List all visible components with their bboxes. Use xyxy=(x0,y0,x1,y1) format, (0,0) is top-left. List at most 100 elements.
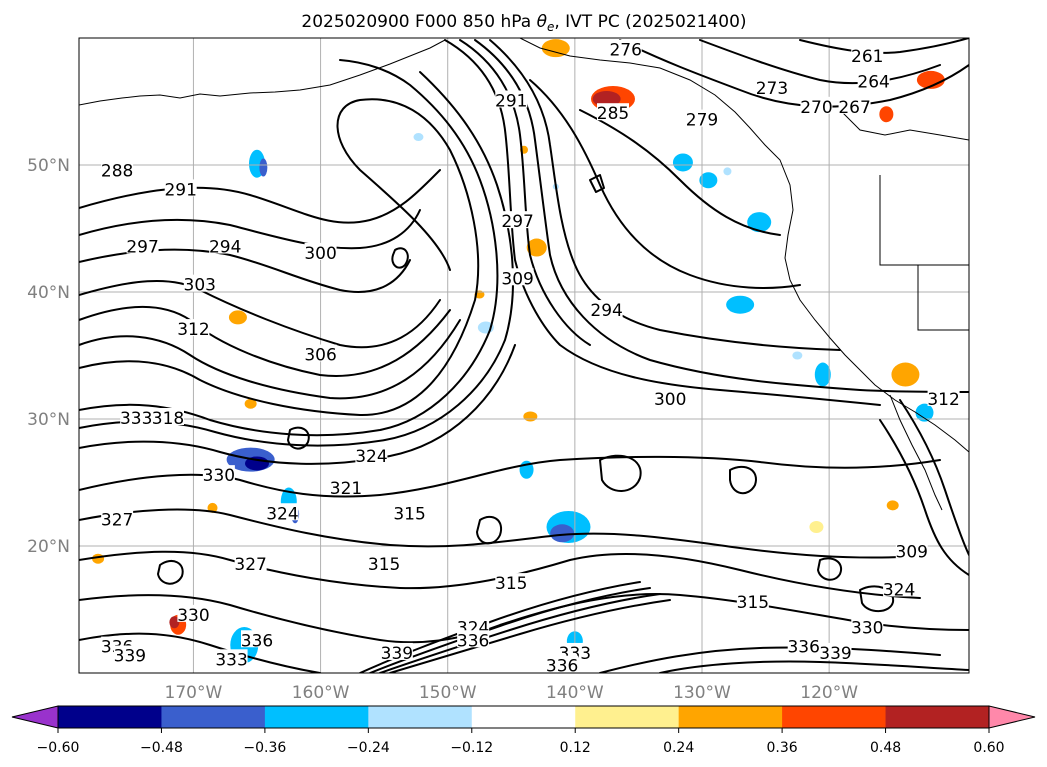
contour-label: 339 xyxy=(819,644,851,664)
contour-label-bg xyxy=(800,96,833,114)
colorbar-segment xyxy=(161,706,266,728)
ivt-anomaly-patch xyxy=(541,39,570,58)
colorbar-segment xyxy=(471,706,576,728)
contour-label: 300 xyxy=(304,244,336,264)
contour-label: 309 xyxy=(501,269,533,289)
contour-label-bg xyxy=(597,103,629,121)
contour-label: 285 xyxy=(597,104,629,124)
axis-tick-labels: 170°W 160°W 150°W 140°W 130°W 120°W 20°N 30°N 40… xyxy=(27,156,858,703)
contour-label-bg xyxy=(755,77,788,95)
contour-label-bg xyxy=(215,649,248,667)
contour-label-bg xyxy=(609,39,642,57)
contour-label: 297 xyxy=(126,238,158,258)
contour-label: 300 xyxy=(654,390,686,410)
contour-label-bg xyxy=(686,109,718,127)
contour-label: 294 xyxy=(209,238,241,258)
ivt-anomaly-patch xyxy=(550,524,575,543)
contour-label: 312 xyxy=(927,390,959,410)
ivt-anomaly-patch xyxy=(672,153,693,172)
ivt-anomaly-patch xyxy=(886,500,899,511)
contour-label: 336 xyxy=(787,638,819,658)
colorbar-tick-label: −0.24 xyxy=(347,740,390,756)
ivt-anomaly-patch xyxy=(809,520,824,533)
contour-label: 324 xyxy=(883,580,915,600)
contour-label-bg xyxy=(495,573,528,591)
contour-label-bg xyxy=(851,46,884,64)
y-tick-label: 50°N xyxy=(27,156,70,176)
chart-title: 2025020900 F000 850 hPa θe, IVT PC (2025… xyxy=(301,12,746,34)
contour-label: 315 xyxy=(393,504,425,524)
colorbar-extend-high xyxy=(988,705,1036,729)
contour-label-bg xyxy=(368,554,401,572)
contour-label: 288 xyxy=(101,161,133,181)
contour-label-bg xyxy=(152,408,184,425)
contour-label-bg xyxy=(654,388,687,406)
contour-label-bg xyxy=(183,274,216,292)
contour-label-bg xyxy=(266,503,299,521)
contour-label-bg xyxy=(101,160,134,178)
contour-label: 264 xyxy=(857,72,889,92)
contour-label: 333 xyxy=(215,650,247,670)
contour-label: 339 xyxy=(381,644,413,664)
ivt-anomaly-patch xyxy=(259,158,268,177)
colorbar-segment xyxy=(58,706,162,728)
contour-label: 330 xyxy=(851,619,883,639)
colorbar-segment xyxy=(575,706,680,728)
contour-label-bg xyxy=(883,579,916,597)
colorbar-tick-label: 0.60 xyxy=(973,740,1004,756)
ivt-anomaly-patch xyxy=(699,172,718,189)
colorbar-tick-label: 0.48 xyxy=(870,740,901,756)
contour-label-bg xyxy=(927,388,960,406)
contour-label: 309 xyxy=(896,542,928,562)
contour-label-bg xyxy=(501,268,534,286)
contour-label: 279 xyxy=(686,111,718,131)
contour-label-bg xyxy=(304,242,337,260)
colorbar-tick-label: −0.36 xyxy=(243,740,286,756)
colorbar-segment xyxy=(678,706,783,728)
contour-label: 291 xyxy=(164,180,196,200)
contour-label-bg xyxy=(101,509,134,527)
coastline xyxy=(79,38,969,511)
colorbar-segment xyxy=(264,706,369,728)
contour-label-bg xyxy=(304,344,337,362)
contour-label: 330 xyxy=(203,466,235,486)
contour-label-bg xyxy=(113,645,146,663)
contour-label-bg xyxy=(330,477,362,495)
ivt-anomaly-patch xyxy=(792,351,803,360)
ivt-anomaly-patch xyxy=(747,212,772,233)
contour-label-bg xyxy=(546,655,579,673)
contour-label: 324 xyxy=(266,504,298,524)
ivt-anomaly-patch xyxy=(244,398,257,409)
colorbar-segment xyxy=(782,706,887,728)
ivt-anomaly-patch xyxy=(891,362,920,387)
contour-label-bg xyxy=(857,71,890,89)
colorbar-frame xyxy=(57,705,990,729)
colorbar: −0.60 −0.48 −0.36 −0.24 −0.12 0.12 0.24 0.36 0.4… xyxy=(11,705,1036,756)
y-tick-label: 40°N xyxy=(27,283,70,303)
contour-label: 276 xyxy=(609,41,641,61)
contour-label: 303 xyxy=(184,276,216,296)
colorbar-segment xyxy=(885,706,990,728)
ivt-anomaly-patch xyxy=(592,90,621,107)
map-gridlines xyxy=(79,38,969,673)
contour-label: 273 xyxy=(756,79,788,99)
contour-label: 306 xyxy=(304,346,336,366)
contour-label: 270 xyxy=(800,98,832,118)
contour-label-bg xyxy=(895,541,928,559)
contour-label: 318 xyxy=(152,409,184,429)
contour-labels: 261 264 267 270 273 276 279 285 288 291 291 294 294 2… xyxy=(101,39,960,673)
contour-label-bg xyxy=(209,236,242,254)
ivt-anomaly-patch xyxy=(523,411,538,422)
contour-label: 267 xyxy=(838,98,870,118)
contour-label: 324 xyxy=(355,447,387,467)
ivt-anomaly-patch xyxy=(726,295,755,314)
ivt-anomaly-patch xyxy=(814,362,831,387)
map-plot-area: 261 264 267 270 273 276 279 285 288 291 291 294 294 2… xyxy=(79,38,969,673)
contour-label-bg xyxy=(819,642,852,660)
contour-label: 336 xyxy=(457,631,489,651)
contour-label-bg xyxy=(736,592,769,610)
ivt-anomaly-patch xyxy=(169,616,180,629)
contour-label: 330 xyxy=(177,606,209,626)
contour-label: 327 xyxy=(234,555,266,575)
ivt-anomaly-patch xyxy=(879,106,894,123)
